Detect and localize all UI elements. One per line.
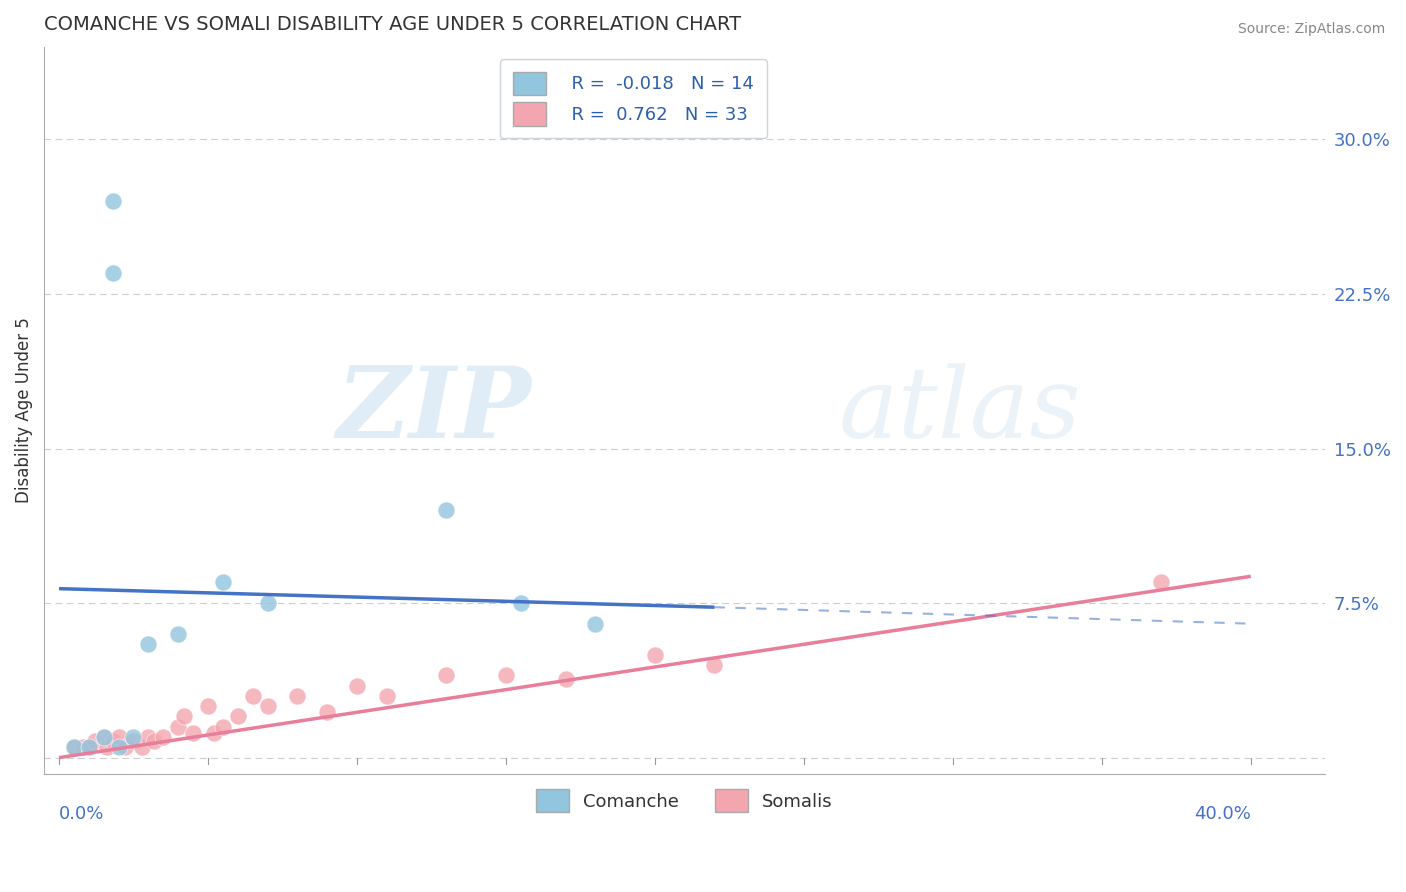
Point bbox=[107, 740, 129, 755]
Point bbox=[197, 699, 219, 714]
Point bbox=[101, 734, 124, 748]
Point bbox=[143, 734, 166, 748]
Point bbox=[434, 668, 457, 682]
Point bbox=[226, 709, 249, 723]
Point bbox=[152, 730, 174, 744]
Point bbox=[138, 730, 160, 744]
Legend: Comanche, Somalis: Comanche, Somalis bbox=[522, 775, 848, 827]
Y-axis label: Disability Age Under 5: Disability Age Under 5 bbox=[15, 318, 32, 503]
Point bbox=[212, 575, 235, 590]
Point bbox=[96, 740, 118, 755]
Point bbox=[434, 503, 457, 517]
Point bbox=[138, 637, 160, 651]
Point bbox=[114, 740, 136, 755]
Point bbox=[131, 740, 153, 755]
Point bbox=[122, 734, 145, 748]
Point bbox=[72, 740, 94, 755]
Point bbox=[1150, 575, 1173, 590]
Point bbox=[554, 673, 576, 687]
Point bbox=[167, 720, 190, 734]
Point bbox=[703, 657, 725, 672]
Point bbox=[644, 648, 666, 662]
Point bbox=[242, 689, 264, 703]
Point bbox=[181, 726, 204, 740]
Point bbox=[107, 730, 129, 744]
Point bbox=[77, 740, 100, 755]
Point bbox=[202, 726, 225, 740]
Point bbox=[495, 668, 517, 682]
Point bbox=[93, 730, 115, 744]
Point bbox=[83, 734, 105, 748]
Point bbox=[93, 730, 115, 744]
Point bbox=[256, 596, 278, 610]
Point bbox=[101, 266, 124, 280]
Point bbox=[122, 730, 145, 744]
Text: Source: ZipAtlas.com: Source: ZipAtlas.com bbox=[1237, 22, 1385, 37]
Point bbox=[101, 194, 124, 209]
Text: ZIP: ZIP bbox=[336, 362, 531, 458]
Point bbox=[583, 616, 606, 631]
Point bbox=[63, 740, 86, 755]
Point bbox=[346, 679, 368, 693]
Text: COMANCHE VS SOMALI DISABILITY AGE UNDER 5 CORRELATION CHART: COMANCHE VS SOMALI DISABILITY AGE UNDER … bbox=[44, 15, 741, 34]
Text: atlas: atlas bbox=[838, 363, 1081, 458]
Point bbox=[167, 627, 190, 641]
Point bbox=[509, 596, 531, 610]
Point bbox=[316, 706, 339, 720]
Point bbox=[285, 689, 308, 703]
Text: 40.0%: 40.0% bbox=[1194, 805, 1251, 822]
Point bbox=[77, 740, 100, 755]
Text: 0.0%: 0.0% bbox=[59, 805, 104, 822]
Point bbox=[63, 740, 86, 755]
Point bbox=[256, 699, 278, 714]
Point bbox=[212, 720, 235, 734]
Point bbox=[173, 709, 195, 723]
Point bbox=[375, 689, 398, 703]
